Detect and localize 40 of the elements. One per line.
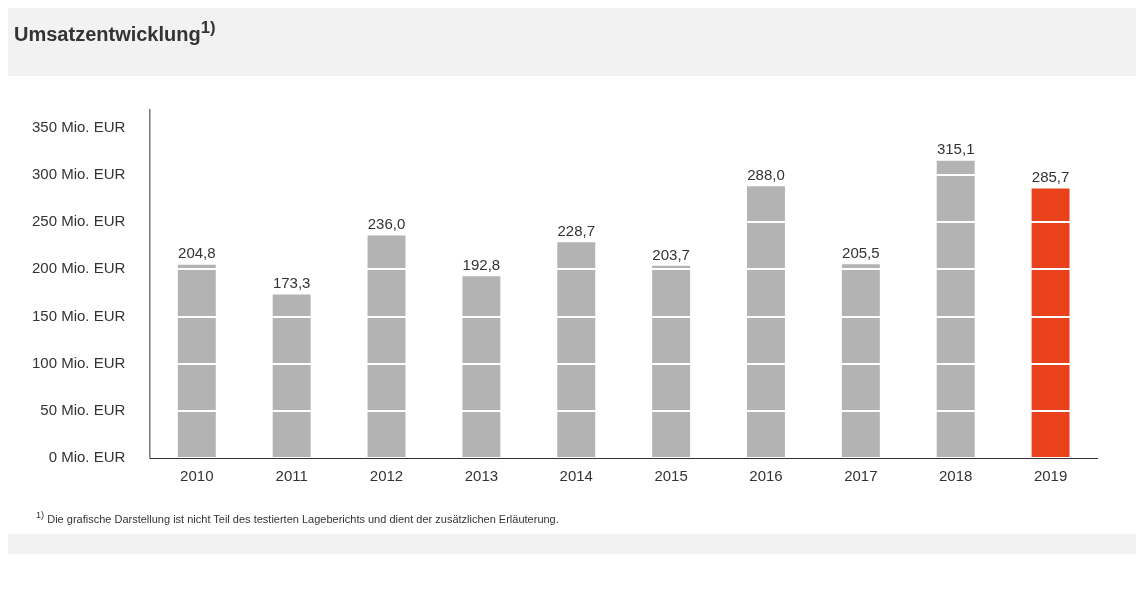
y-tick-label: 300 Mio. EUR: [31, 164, 126, 182]
data-label: 203,7: [652, 245, 690, 263]
bar: [177, 264, 216, 457]
bar: [936, 160, 975, 457]
bar: [652, 265, 691, 457]
x-tick-label: 2018: [939, 466, 973, 484]
data-label: 192,8: [462, 255, 501, 273]
x-tick-label: 2011: [275, 466, 308, 484]
y-tick-label: 250 Mio. EUR: [31, 211, 126, 229]
y-tick-label: 50 Mio. EUR: [40, 400, 126, 418]
x-tick-label: 2017: [844, 466, 878, 484]
bar: [841, 263, 880, 457]
data-label: 228,7: [557, 221, 596, 239]
bar: [272, 294, 311, 457]
y-tick-label: 150 Mio. EUR: [31, 306, 126, 324]
x-tick-label: 2014: [559, 466, 593, 484]
data-label: 285,7: [1031, 167, 1070, 185]
y-tick-label: 350 Mio. EUR: [31, 117, 126, 135]
x-tick-label: 2010: [180, 466, 214, 484]
chart-title: Umsatzentwicklung$^{1)}$: [13, 18, 217, 47]
bar: [557, 241, 596, 457]
x-tick-label: 2013: [464, 466, 499, 484]
x-tick-label: 2016: [749, 466, 783, 484]
bar: [462, 275, 501, 457]
data-label: 288,0: [747, 165, 785, 183]
data-label: 205,5: [842, 243, 880, 261]
y-tick-label: 0 Mio. EUR: [48, 447, 126, 465]
data-label: 173,3: [272, 273, 311, 291]
x-tick-label: 2015: [654, 466, 688, 484]
x-tick-label: 2012: [369, 466, 404, 484]
y-tick-label: 100 Mio. EUR: [31, 353, 126, 371]
bar: [1031, 188, 1070, 457]
data-label: 236,0: [367, 214, 406, 232]
y-tick-label: 200 Mio. EUR: [31, 259, 126, 277]
bar: [747, 186, 785, 457]
bar: [367, 235, 406, 457]
data-label: 315,1: [936, 140, 975, 158]
text: $^{1)}$ Die grafische Darstellung ist nicht Teil des testierten Lageberichts und dient der zusätzlichen Erläuterung.: [35, 508, 560, 527]
x-tick-label: 2019: [1033, 466, 1068, 484]
data-label: 204,8: [178, 244, 216, 262]
